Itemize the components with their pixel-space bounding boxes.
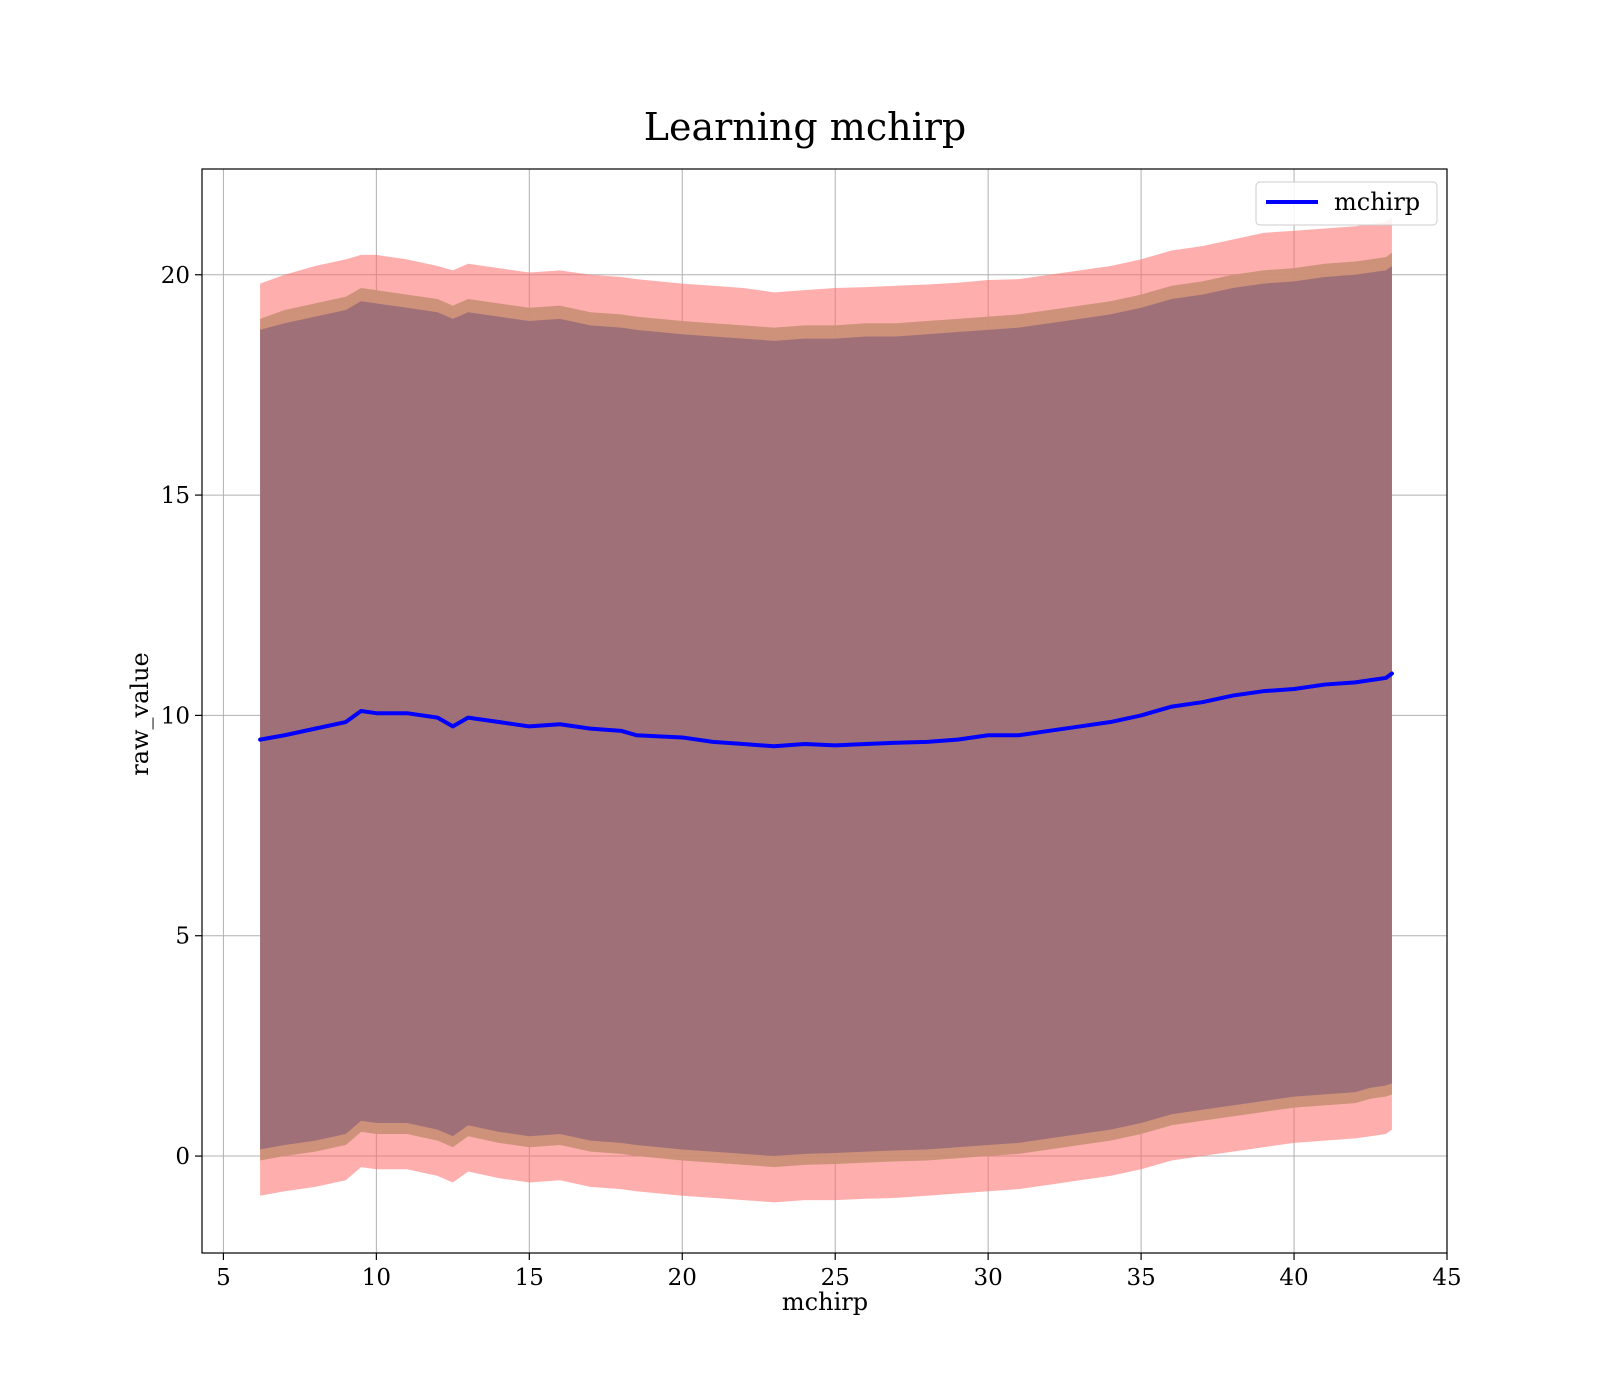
legend-label: mchirp xyxy=(1334,188,1420,216)
x-axis-label: mchirp xyxy=(782,1288,868,1316)
x-tick-label: 20 xyxy=(668,1265,697,1291)
x-tick-label: 15 xyxy=(515,1265,544,1291)
x-tick-label: 30 xyxy=(974,1265,1003,1291)
x-tick-label: 25 xyxy=(821,1265,850,1291)
x-tick-label: 35 xyxy=(1126,1265,1155,1291)
x-ticks: 5 10 15 20 25 30 35 40 45 xyxy=(216,1253,1462,1291)
legend: mchirp xyxy=(1255,181,1438,226)
y-tick-label: 5 xyxy=(175,924,190,950)
y-tick-label: 0 xyxy=(175,1144,190,1170)
y-tick-label: 20 xyxy=(161,263,190,289)
legend-box xyxy=(1255,181,1438,226)
y-ticks: 0 5 10 15 20 xyxy=(161,263,202,1170)
x-tick-label: 40 xyxy=(1279,1265,1308,1291)
inner-band xyxy=(260,265,1392,1157)
chart-title: Learning mchirp xyxy=(644,105,966,149)
plot-frame xyxy=(201,168,1448,1254)
x-tick-label: 5 xyxy=(216,1265,231,1291)
series-line-mchirp xyxy=(258,671,1394,749)
x-tick-label: 45 xyxy=(1432,1265,1461,1291)
y-tick-label: 15 xyxy=(161,483,190,509)
confidence-bands xyxy=(260,217,1392,1203)
y-tick-label: 10 xyxy=(161,703,190,729)
x-tick-label: 10 xyxy=(362,1265,391,1291)
series-lines xyxy=(258,671,1394,749)
y-axis-label: raw_value xyxy=(126,652,154,776)
